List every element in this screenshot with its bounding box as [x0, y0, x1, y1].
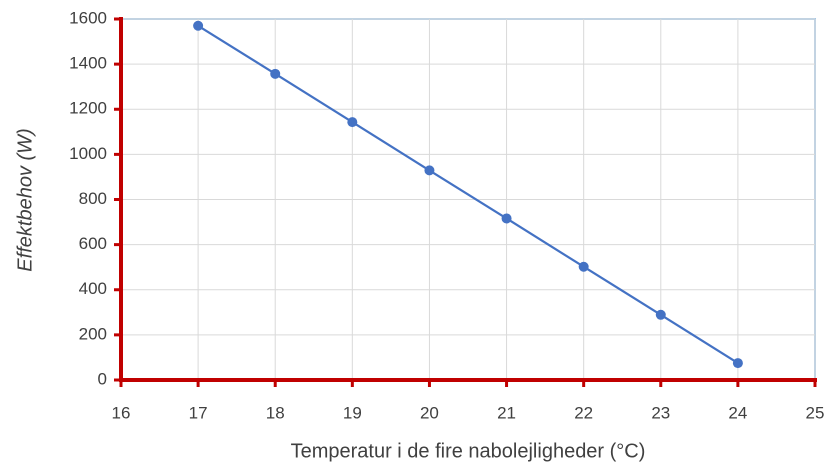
data-point — [578, 261, 589, 272]
y-tick-label: 1600 — [69, 8, 107, 27]
x-tick-label: 19 — [343, 403, 362, 422]
y-tick-label: 600 — [79, 234, 107, 253]
y-tick-label: 1400 — [69, 54, 107, 73]
x-tick-label: 21 — [497, 403, 516, 422]
data-point — [655, 309, 666, 320]
data-point — [424, 165, 435, 176]
x-axis-title: Temperatur i de fire nabolejligheder (°C… — [291, 440, 646, 462]
data-point — [347, 117, 358, 128]
y-tick-label: 800 — [79, 189, 107, 208]
data-point — [270, 68, 281, 79]
y-tick-label: 200 — [79, 324, 107, 343]
y-axis-title: Effektbehov (W) — [14, 128, 36, 271]
y-tick-label: 1200 — [69, 99, 107, 118]
y-tick-label: 1000 — [69, 144, 107, 163]
data-point — [732, 358, 743, 369]
x-tick-label: 17 — [189, 403, 208, 422]
x-tick-label: 20 — [420, 403, 439, 422]
data-point — [501, 213, 512, 224]
data-line — [197, 24, 739, 365]
x-tick-label: 18 — [266, 403, 285, 422]
y-tick-label: 400 — [79, 279, 107, 298]
x-tick-label: 22 — [574, 403, 593, 422]
x-tick-label: 25 — [806, 403, 825, 422]
y-tick-label: 0 — [98, 369, 107, 388]
x-tick-label: 16 — [112, 403, 131, 422]
data-point — [193, 20, 204, 31]
x-tick-label: 24 — [728, 403, 747, 422]
x-tick-label: 23 — [651, 403, 670, 422]
